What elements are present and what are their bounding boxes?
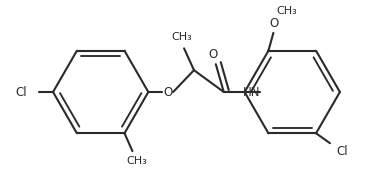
Text: HN: HN <box>243 85 260 98</box>
Text: O: O <box>164 85 173 98</box>
Text: O: O <box>208 48 217 61</box>
Text: CH₃: CH₃ <box>172 32 192 42</box>
Text: Cl: Cl <box>336 145 348 158</box>
Text: CH₃: CH₃ <box>126 156 147 166</box>
Text: O: O <box>270 17 279 31</box>
Text: CH₃: CH₃ <box>276 6 297 16</box>
Text: Cl: Cl <box>16 85 27 98</box>
